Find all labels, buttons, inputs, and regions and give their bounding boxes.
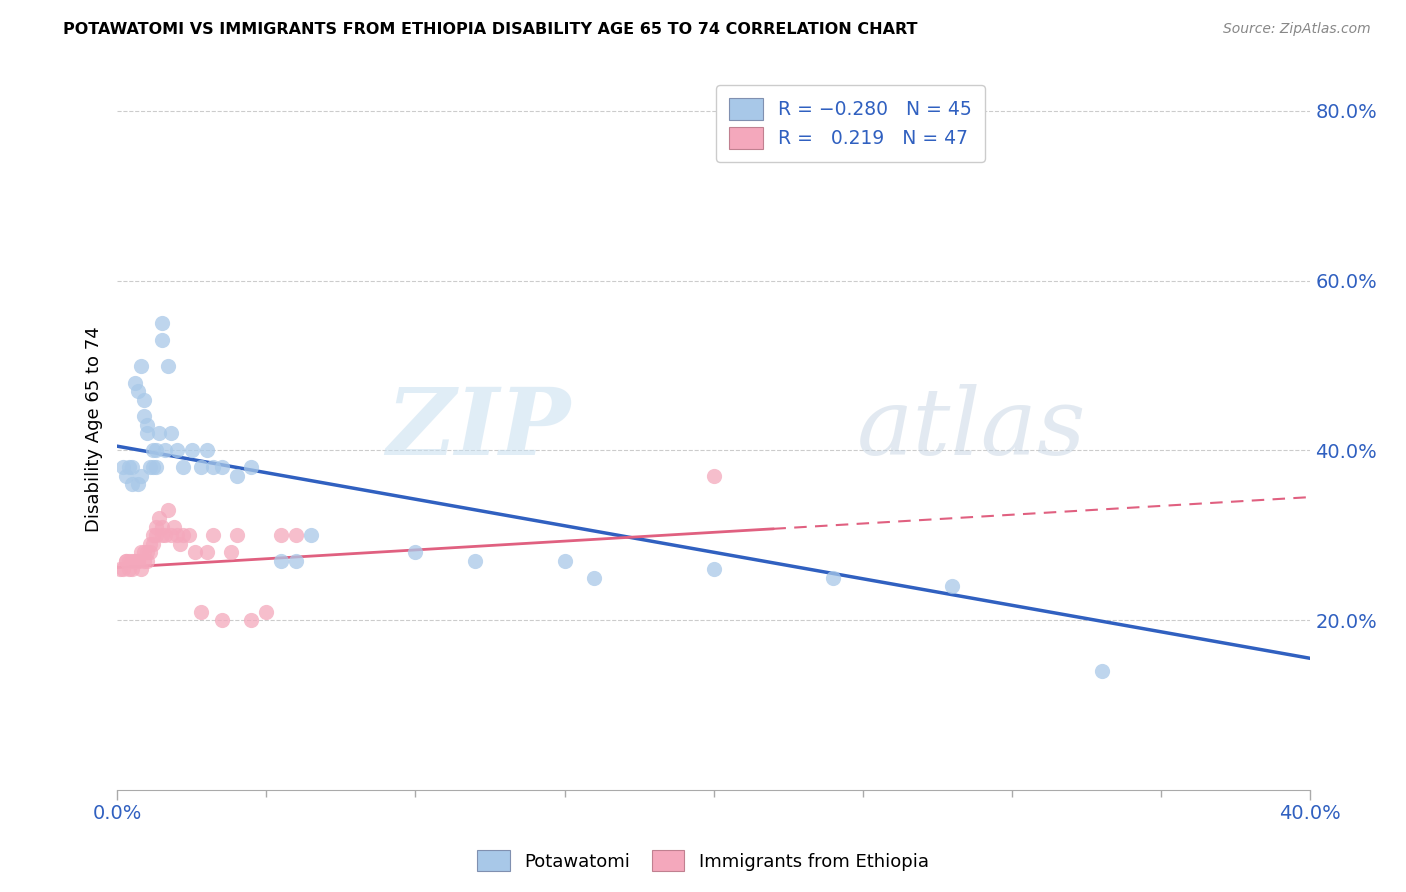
Point bbox=[285, 528, 308, 542]
Point bbox=[1090, 664, 1112, 678]
Point bbox=[150, 528, 173, 542]
Point bbox=[124, 376, 146, 390]
Point bbox=[127, 384, 149, 398]
Point bbox=[145, 460, 167, 475]
Point bbox=[132, 545, 155, 559]
Point bbox=[139, 537, 162, 551]
Point bbox=[405, 545, 427, 559]
Point bbox=[132, 392, 155, 407]
Point bbox=[150, 333, 173, 347]
Point bbox=[195, 545, 218, 559]
Point bbox=[823, 571, 845, 585]
Point bbox=[177, 528, 200, 542]
Point bbox=[554, 554, 576, 568]
Point bbox=[136, 545, 159, 559]
Point bbox=[270, 554, 292, 568]
Point bbox=[121, 562, 143, 576]
Point bbox=[156, 359, 179, 373]
Point bbox=[285, 554, 308, 568]
Point bbox=[703, 469, 725, 483]
Point bbox=[118, 460, 141, 475]
Point bbox=[150, 520, 173, 534]
Point bbox=[240, 460, 263, 475]
Legend: Potawatomi, Immigrants from Ethiopia: Potawatomi, Immigrants from Ethiopia bbox=[470, 843, 936, 879]
Point bbox=[136, 426, 159, 441]
Point bbox=[172, 528, 194, 542]
Point bbox=[108, 562, 131, 576]
Point bbox=[240, 613, 263, 627]
Point bbox=[190, 460, 212, 475]
Point bbox=[139, 460, 162, 475]
Point bbox=[219, 545, 242, 559]
Point bbox=[136, 417, 159, 432]
Point bbox=[129, 545, 152, 559]
Point bbox=[941, 579, 963, 593]
Point bbox=[254, 605, 277, 619]
Point bbox=[166, 528, 188, 542]
Legend: R = −0.280   N = 45, R =   0.219   N = 47: R = −0.280 N = 45, R = 0.219 N = 47 bbox=[716, 85, 984, 162]
Point bbox=[139, 545, 162, 559]
Point bbox=[172, 460, 194, 475]
Point bbox=[118, 554, 141, 568]
Point bbox=[703, 562, 725, 576]
Point bbox=[127, 554, 149, 568]
Point bbox=[195, 443, 218, 458]
Text: POTAWATOMI VS IMMIGRANTS FROM ETHIOPIA DISABILITY AGE 65 TO 74 CORRELATION CHART: POTAWATOMI VS IMMIGRANTS FROM ETHIOPIA D… bbox=[63, 22, 918, 37]
Point bbox=[153, 443, 176, 458]
Point bbox=[153, 528, 176, 542]
Point bbox=[121, 554, 143, 568]
Point bbox=[148, 426, 170, 441]
Y-axis label: Disability Age 65 to 74: Disability Age 65 to 74 bbox=[86, 326, 103, 533]
Point bbox=[270, 528, 292, 542]
Point bbox=[121, 460, 143, 475]
Point bbox=[142, 443, 165, 458]
Point bbox=[115, 554, 138, 568]
Point bbox=[299, 528, 322, 542]
Point bbox=[163, 520, 186, 534]
Point bbox=[169, 537, 191, 551]
Point bbox=[156, 503, 179, 517]
Point bbox=[142, 460, 165, 475]
Point bbox=[136, 554, 159, 568]
Point bbox=[225, 528, 247, 542]
Point bbox=[127, 554, 149, 568]
Point bbox=[142, 537, 165, 551]
Point bbox=[142, 528, 165, 542]
Point bbox=[145, 528, 167, 542]
Point bbox=[201, 528, 224, 542]
Point bbox=[464, 554, 486, 568]
Point bbox=[148, 511, 170, 525]
Point bbox=[225, 469, 247, 483]
Point bbox=[118, 562, 141, 576]
Point bbox=[184, 545, 207, 559]
Point bbox=[132, 409, 155, 424]
Point bbox=[121, 477, 143, 491]
Point bbox=[190, 605, 212, 619]
Point bbox=[124, 554, 146, 568]
Point bbox=[115, 554, 138, 568]
Point bbox=[127, 477, 149, 491]
Point bbox=[129, 469, 152, 483]
Point bbox=[166, 443, 188, 458]
Point bbox=[583, 571, 606, 585]
Point bbox=[145, 443, 167, 458]
Point bbox=[211, 460, 233, 475]
Point bbox=[211, 613, 233, 627]
Point bbox=[150, 316, 173, 330]
Point bbox=[180, 443, 202, 458]
Point bbox=[129, 359, 152, 373]
Text: atlas: atlas bbox=[856, 384, 1087, 475]
Point bbox=[115, 469, 138, 483]
Point bbox=[160, 426, 183, 441]
Point bbox=[132, 554, 155, 568]
Point bbox=[124, 554, 146, 568]
Point bbox=[129, 562, 152, 576]
Point bbox=[145, 520, 167, 534]
Point bbox=[201, 460, 224, 475]
Text: Source: ZipAtlas.com: Source: ZipAtlas.com bbox=[1223, 22, 1371, 37]
Point bbox=[112, 562, 135, 576]
Point bbox=[160, 528, 183, 542]
Point bbox=[112, 460, 135, 475]
Text: ZIP: ZIP bbox=[387, 384, 571, 475]
